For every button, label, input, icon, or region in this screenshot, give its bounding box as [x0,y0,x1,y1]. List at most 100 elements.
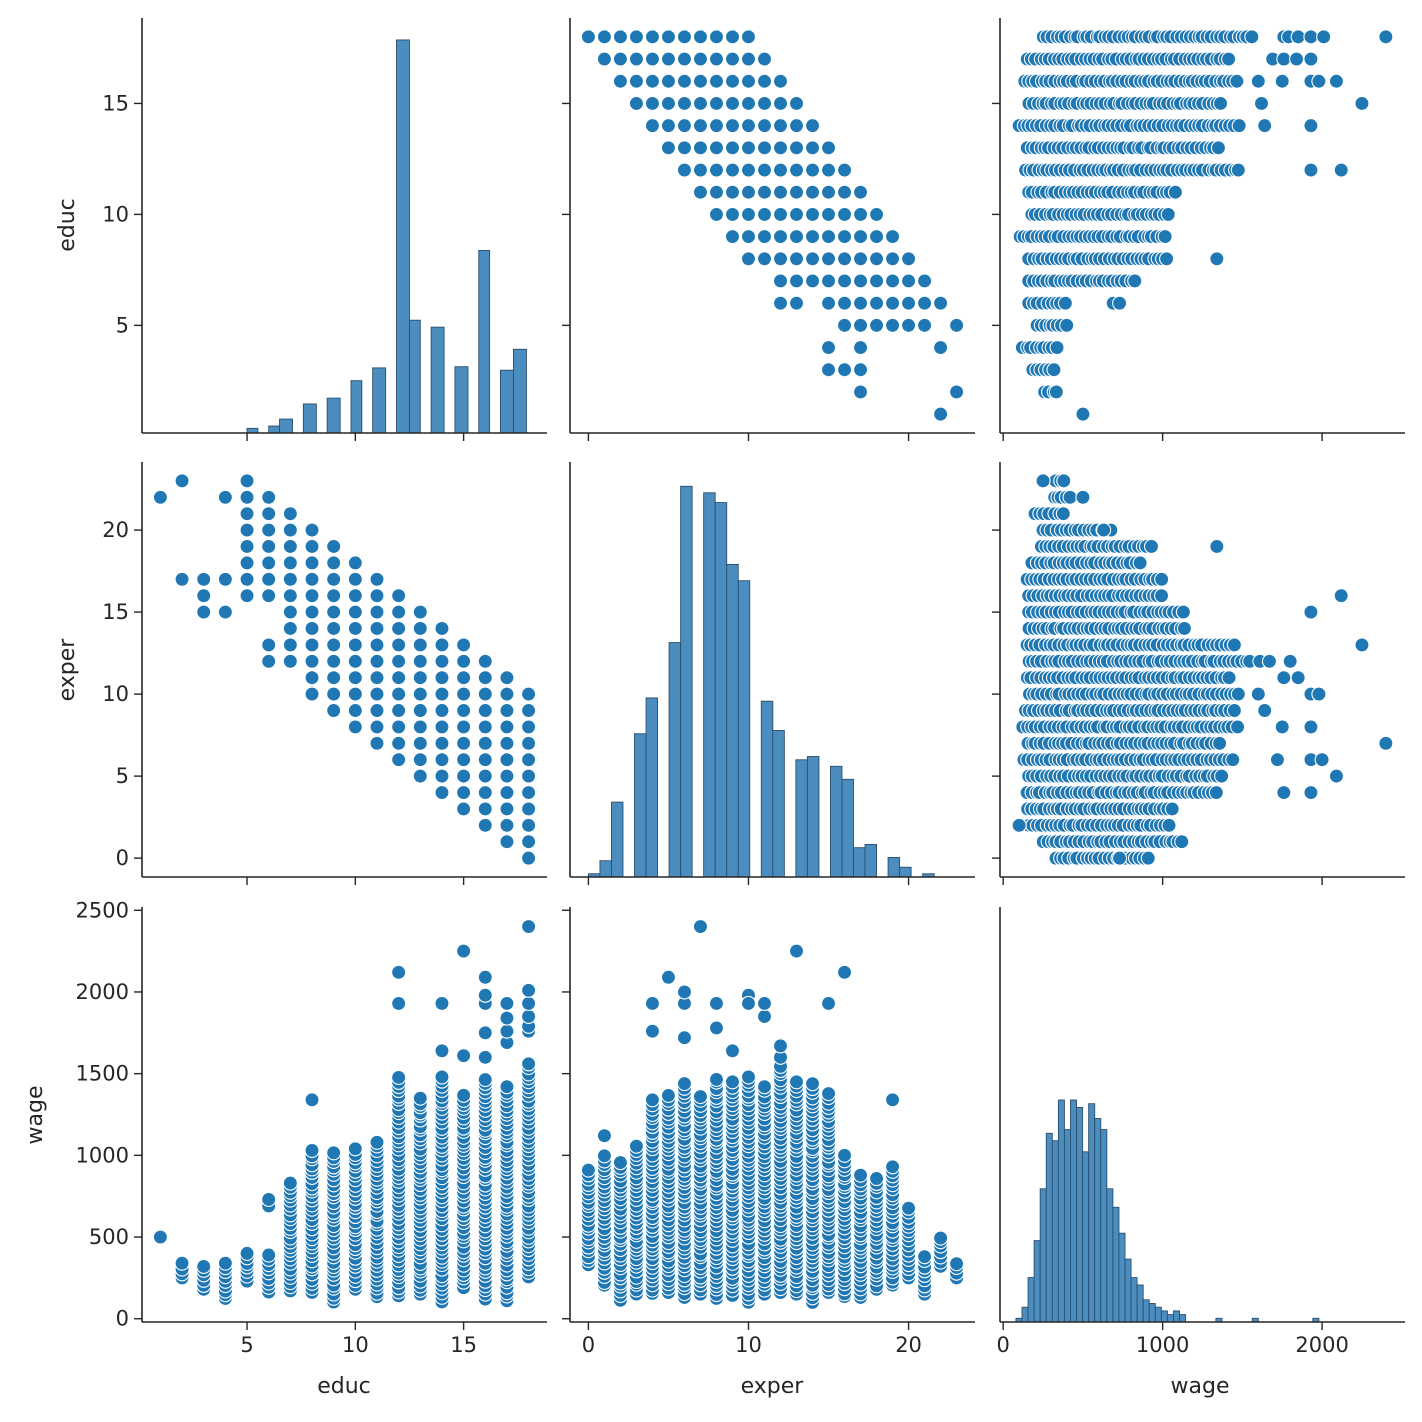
scatter-point [1226,702,1242,719]
x-tick-label: 10 [342,1333,369,1357]
scatter-point [885,1092,901,1108]
scatter-point [901,1200,917,1216]
scatter-point [708,29,725,45]
scatter-point [740,162,757,178]
scatter-point [869,273,885,289]
y-tick-label: 10 [102,682,129,706]
scatter-point [521,1056,537,1072]
scatter-point [499,768,515,784]
scatter-point [740,95,757,111]
scatter-point [1269,752,1285,768]
scatter-point [412,719,428,735]
scatter-point [692,162,709,178]
hist-bar [760,700,774,878]
scatter-point [740,251,757,267]
scatter-point [1253,95,1270,111]
scatter-point [724,184,741,200]
scatter-point [456,1048,472,1064]
scatter-point [369,670,385,686]
scatter-point [1175,604,1191,620]
scatter-point [1159,251,1175,267]
x-tick-label: 2000 [1295,1333,1348,1357]
scatter-point [917,295,933,311]
scatter-point [644,95,660,111]
hist-bar [1166,1314,1174,1323]
scatter-point [676,95,693,111]
scatter-point [282,506,298,522]
scatter-point [1274,719,1290,735]
scatter-point [261,588,277,604]
scatter-point [499,1079,515,1095]
scatter-point [836,273,853,289]
hist-bar [478,249,491,434]
scatter-point [836,251,853,267]
scatter-point [820,140,837,156]
scatter-point [521,850,537,866]
scatter-point [304,555,320,571]
scatter-point [820,273,837,289]
scatter-point [628,29,644,45]
panel-educ-wage [992,18,1405,441]
scatter-point [772,95,789,111]
scatter-point [326,604,342,620]
scatter-point [434,620,450,637]
scatter-point [740,51,757,67]
scatter-point [477,1071,493,1088]
scatter-point [196,604,212,620]
row-label-educ: educ [55,198,80,252]
panel-wage-exper: 0 10 20 [562,907,975,1357]
scatter-point [772,118,789,134]
scatter-point [1231,118,1247,134]
scatter-point [820,162,837,178]
y-tick-label: 10 [102,202,129,226]
scatter-point [521,784,537,801]
scatter-point [788,273,805,289]
scatter-point [788,95,805,111]
scatter-point [196,588,212,604]
scatter-point [724,229,741,245]
scatter-point [304,588,320,604]
scatter-point [239,522,255,538]
scatter-point [326,571,342,587]
scatter-point [628,95,644,111]
scatter-point [772,140,789,156]
scatter-point [885,295,901,311]
scatter-point [174,1255,190,1271]
hist-bar [1070,1099,1077,1323]
scatter-point [391,735,407,751]
scatter-point [261,522,277,538]
scatter-point [804,1076,821,1092]
scatter-point [612,1155,628,1171]
scatter-point [788,1074,805,1090]
scatter-point [391,752,407,768]
hist-bar [1118,1232,1126,1323]
scatter-point [708,118,725,134]
scatter-point [917,273,933,289]
scatter-point [820,229,837,245]
hist-bar [279,418,293,434]
scatter-point [477,1025,493,1041]
scatter-point [304,670,320,686]
scatter-point [1311,686,1327,702]
scatter-point [1290,29,1306,45]
hist-bar [1021,1306,1029,1323]
scatter-point [885,1159,901,1175]
hist-bar [372,367,387,434]
scatter-point [836,206,853,222]
scatter-point [1056,473,1072,489]
scatter-point [804,140,821,156]
scatter-point [660,140,676,156]
scatter-point [1250,73,1266,89]
hist-bar [806,756,820,878]
scatter-point [239,1245,255,1261]
scatter-point [804,206,821,222]
scatter-point [1154,571,1170,587]
scatter-point [456,637,472,653]
hist-bar [454,366,469,434]
hist-bar [1130,1277,1138,1323]
scatter-point [521,982,537,998]
scatter-point [836,184,853,200]
hist-bar [1136,1284,1144,1323]
scatter-point [676,118,693,134]
y-tick-label: 15 [102,91,129,115]
